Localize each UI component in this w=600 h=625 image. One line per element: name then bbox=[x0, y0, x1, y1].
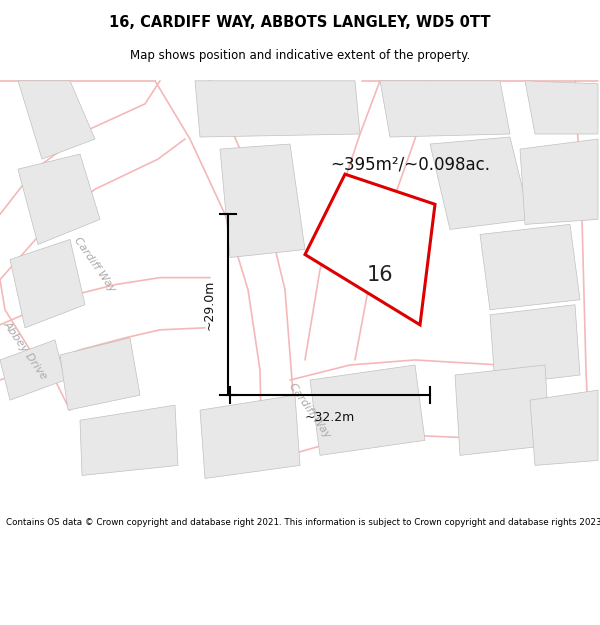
Polygon shape bbox=[195, 81, 360, 137]
Polygon shape bbox=[80, 405, 178, 476]
Text: ~395m²/~0.098ac.: ~395m²/~0.098ac. bbox=[330, 155, 490, 173]
Polygon shape bbox=[18, 154, 100, 244]
Text: Cardiff Way: Cardiff Way bbox=[287, 381, 332, 439]
Text: Contains OS data © Crown copyright and database right 2021. This information is : Contains OS data © Crown copyright and d… bbox=[6, 518, 600, 527]
Polygon shape bbox=[430, 137, 530, 229]
Polygon shape bbox=[310, 365, 425, 456]
Polygon shape bbox=[530, 390, 598, 466]
Text: Map shows position and indicative extent of the property.: Map shows position and indicative extent… bbox=[130, 49, 470, 62]
Polygon shape bbox=[525, 81, 598, 134]
Polygon shape bbox=[200, 395, 300, 479]
Polygon shape bbox=[520, 139, 598, 224]
Text: ~29.0m: ~29.0m bbox=[203, 279, 216, 330]
Text: ~32.2m: ~32.2m bbox=[305, 411, 355, 424]
Polygon shape bbox=[10, 239, 85, 328]
Polygon shape bbox=[220, 144, 305, 258]
Polygon shape bbox=[60, 338, 140, 410]
Polygon shape bbox=[305, 174, 435, 325]
Polygon shape bbox=[380, 81, 510, 137]
Polygon shape bbox=[0, 340, 65, 400]
Text: 16, CARDIFF WAY, ABBOTS LANGLEY, WD5 0TT: 16, CARDIFF WAY, ABBOTS LANGLEY, WD5 0TT bbox=[109, 14, 491, 29]
Text: Abbey Drive: Abbey Drive bbox=[1, 319, 49, 381]
Text: 16: 16 bbox=[367, 264, 394, 284]
Text: Cardiff Way: Cardiff Way bbox=[73, 235, 118, 294]
Polygon shape bbox=[18, 81, 95, 159]
Polygon shape bbox=[455, 365, 550, 456]
Polygon shape bbox=[480, 224, 580, 310]
Polygon shape bbox=[490, 305, 580, 385]
